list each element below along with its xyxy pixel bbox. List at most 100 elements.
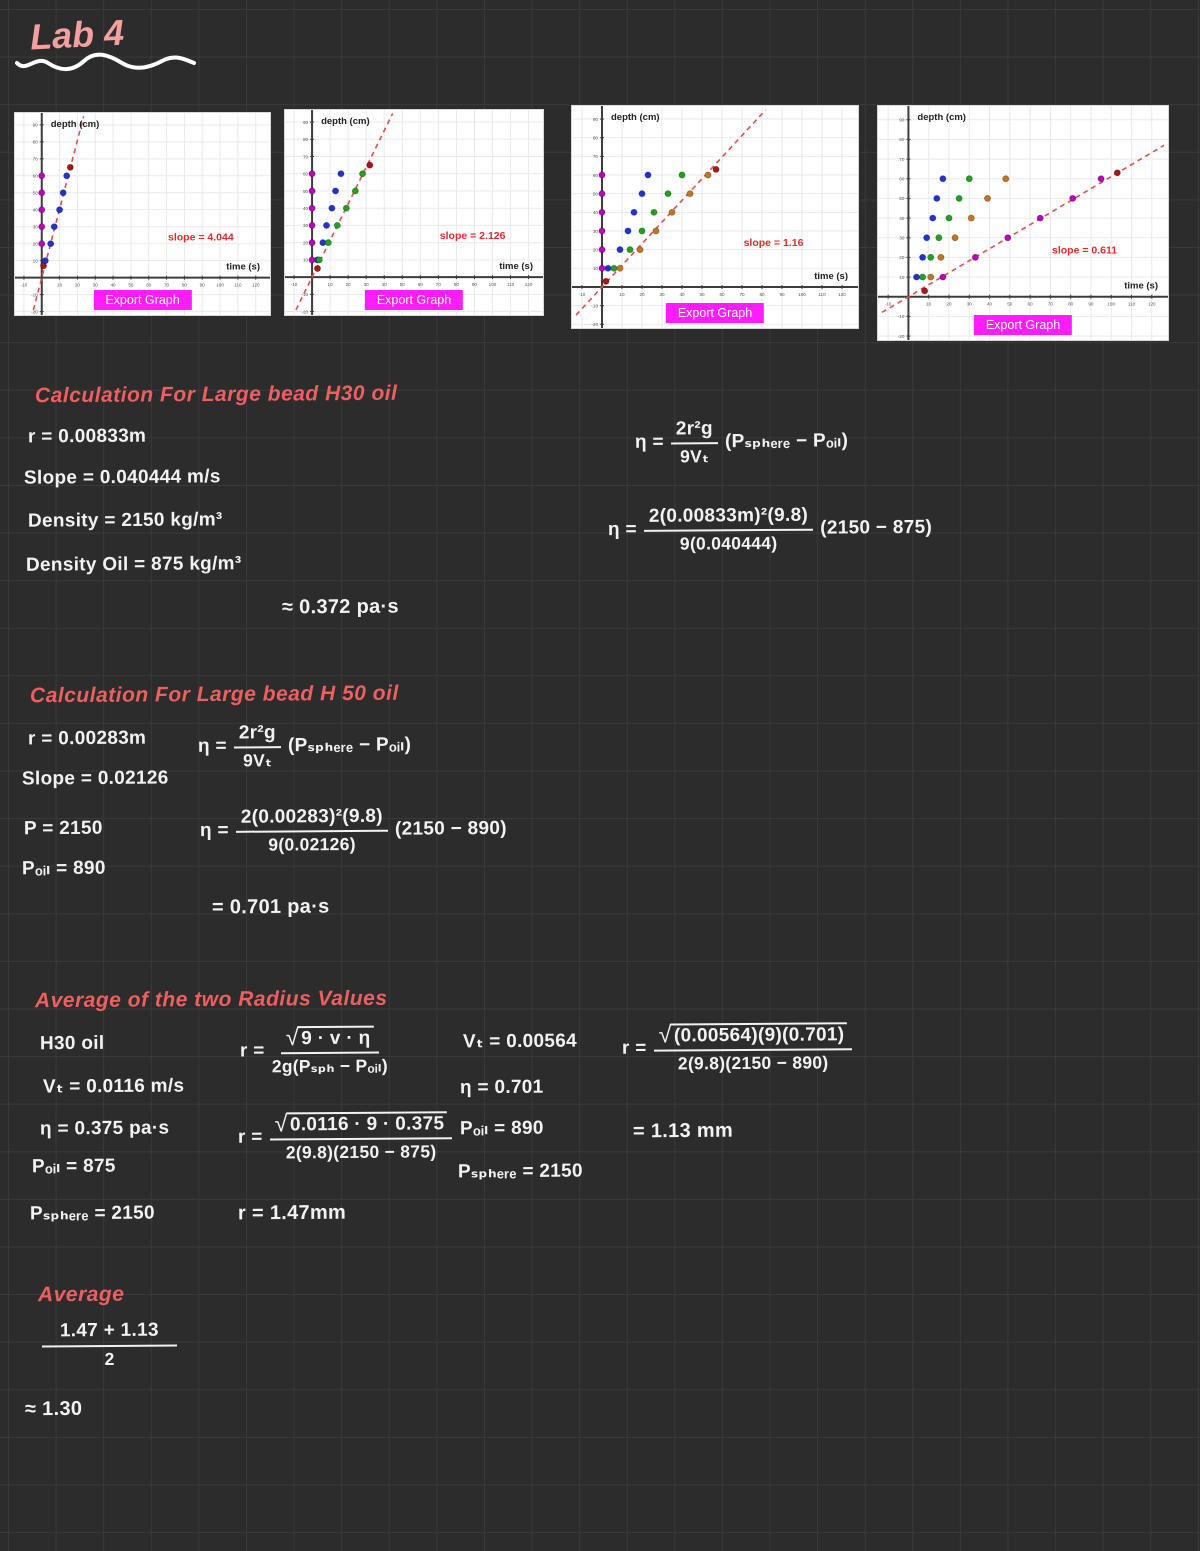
- x-tick-label: 60: [719, 292, 725, 297]
- data-point-green: [638, 227, 646, 235]
- slope-label: slope = 4.044: [168, 231, 234, 243]
- data-point-green: [315, 256, 323, 264]
- fraction: 2(0.00283)²(9.8) 9(0.02126): [235, 805, 389, 855]
- calc1-formula-numeric: η = 2(0.00833m)²(9.8) 9(0.040444) (2150 …: [608, 504, 932, 554]
- calc2-result: = 0.701 pa·s: [211, 895, 330, 919]
- graph-card-2: -10 10 20 30 40 50 60 70 80 90 100 110 120 -20 -10 10 20…: [285, 110, 543, 315]
- x-tick-label: 110: [1128, 302, 1136, 307]
- x-tick-label: 110: [818, 292, 826, 297]
- avg-radius-formula-numeric-h30: r = √ 0.0116 · 9 · 0.375 2(9.8)(2150 − 87…: [238, 1110, 453, 1162]
- fraction-denominator: 9(0.040444): [679, 532, 778, 554]
- y-tick-label: 30: [303, 223, 309, 228]
- x-tick-label: 10: [57, 283, 63, 288]
- graph-card-4: -10 10 20 30 40 50 60 70 80 90 100 110 120 -20 -10 10 20…: [878, 106, 1168, 340]
- y-tick-label: 10: [899, 275, 905, 280]
- y-tick-label: -20: [301, 309, 308, 314]
- y-tick-label: 50: [899, 196, 905, 201]
- y-tick-label: 90: [33, 123, 39, 128]
- data-point-orange: [636, 246, 644, 254]
- y-tick-label: 90: [303, 120, 309, 125]
- formula-lhs: η =: [197, 735, 227, 757]
- fraction: √ 9 · v · η 2g(Pₛₚₕ − Pₒᵢₗ): [271, 1024, 388, 1076]
- x-tick-label: 10: [328, 282, 334, 287]
- fraction-numerator: √ (0.00564)(9)(0.701): [653, 1021, 853, 1052]
- data-point-blue: [929, 214, 937, 222]
- data-point-green: [342, 204, 350, 212]
- avg-col1-vt: Vₜ = 0.0116 m/s: [42, 1075, 185, 1098]
- graph-card-1: -10 10 20 30 40 50 60 70 80 90 100 110 120 -20 -10 10 20…: [15, 113, 270, 315]
- y-tick-label: 80: [899, 137, 905, 142]
- x-tick-label: 30: [93, 283, 99, 288]
- avg-col3-vt: Vₜ = 0.00564: [462, 1030, 578, 1053]
- x-tick-label: 100: [1107, 302, 1115, 307]
- formula-lhs: r =: [239, 1040, 265, 1062]
- x-tick-label: 60: [146, 283, 152, 288]
- x-tick-label: 100: [489, 282, 497, 287]
- data-point-darkred: [602, 277, 610, 285]
- depth-time-plot-2: -10 10 20 30 40 50 60 70 80 90 100 110 120 -20 -10 10 20…: [285, 110, 543, 315]
- x-tick-label: 90: [200, 283, 206, 288]
- y-tick-label: 40: [303, 206, 309, 211]
- data-point-green: [351, 187, 359, 195]
- export-graph-button-3[interactable]: Export Graph: [665, 303, 765, 323]
- fraction: 1.47 + 1.13 2: [41, 1319, 177, 1370]
- y-tick-label: -10: [301, 292, 308, 297]
- calc1-density-oil: Density Oil = 875 kg/m³: [25, 553, 242, 576]
- x-tick-label: 90: [779, 292, 785, 297]
- x-tick-label: 50: [128, 283, 134, 288]
- avg-radius-result-h50: = 1.13 mm: [632, 1119, 734, 1143]
- avg-col1-psphere: Pₛₚₕₑᵣₑ = 2150: [29, 1202, 155, 1225]
- x-tick-label: 30: [364, 282, 370, 287]
- x-tick-label: 70: [1048, 302, 1054, 307]
- y-tick-label: 10: [593, 266, 599, 271]
- y-tick-label: -20: [31, 309, 38, 314]
- data-point-orange: [616, 264, 624, 272]
- data-point-blue: [638, 190, 646, 198]
- x-axis-label: time (s): [814, 271, 848, 282]
- x-tick-label: 10: [926, 302, 932, 307]
- data-point-orange: [951, 234, 959, 242]
- y-tick-label: 50: [303, 189, 309, 194]
- x-tick-label: 120: [838, 292, 846, 297]
- data-point-magenta: [38, 240, 46, 248]
- data-point-green: [333, 221, 341, 229]
- data-point-magenta: [598, 190, 606, 198]
- data-point-green: [919, 273, 927, 281]
- calc1-formula-symbolic: η = 2r²g 9Vₜ (Pₛₚₕₑᵣₑ − Pₒᵢₗ): [635, 417, 849, 466]
- fraction-denominator: 9Vₜ: [242, 750, 273, 771]
- fraction-numerator: 1.47 + 1.13: [41, 1319, 177, 1348]
- data-point-blue: [328, 204, 336, 212]
- export-graph-button-4[interactable]: Export Graph: [973, 315, 1073, 335]
- title-underline: [15, 52, 196, 72]
- data-point-magenta: [971, 253, 979, 261]
- data-point-magenta: [38, 206, 46, 214]
- avg-col3-eta: η = 0.701: [459, 1076, 544, 1099]
- formula-lhs: η =: [607, 518, 637, 541]
- y-tick-label: 90: [899, 118, 905, 123]
- y-tick-label: 40: [33, 208, 39, 213]
- depth-time-plot-1: -10 10 20 30 40 50 60 70 80 90 100 110 120 -20 -10 10 20…: [15, 113, 270, 315]
- fraction: 2r²g 9Vₜ: [233, 722, 282, 771]
- y-tick-label: 20: [303, 240, 309, 245]
- data-point-green: [626, 246, 634, 254]
- export-graph-button-1[interactable]: Export Graph: [93, 290, 192, 310]
- x-tick-label: 20: [946, 302, 952, 307]
- data-point-magenta: [598, 171, 606, 179]
- y-tick-label: 30: [33, 225, 39, 230]
- y-tick-label: -10: [898, 314, 905, 319]
- data-point-magenta: [308, 221, 316, 229]
- x-tick-label: -10: [579, 292, 586, 297]
- data-point-magenta: [38, 172, 46, 180]
- calc2-radius: r = 0.00283m: [27, 727, 147, 750]
- averages-heading: Average of the two Radius Values: [34, 986, 388, 1013]
- y-tick-label: 40: [593, 210, 599, 215]
- data-point-blue: [616, 246, 624, 254]
- y-tick-label: 30: [899, 236, 905, 241]
- data-point-darkred: [921, 287, 929, 295]
- x-tick-label: 90: [1088, 302, 1094, 307]
- data-point-darkred: [313, 264, 321, 272]
- export-graph-button-2[interactable]: Export Graph: [364, 290, 464, 310]
- data-point-magenta: [598, 246, 606, 254]
- y-tick-label: 50: [593, 191, 599, 196]
- y-tick-label: 60: [593, 173, 599, 178]
